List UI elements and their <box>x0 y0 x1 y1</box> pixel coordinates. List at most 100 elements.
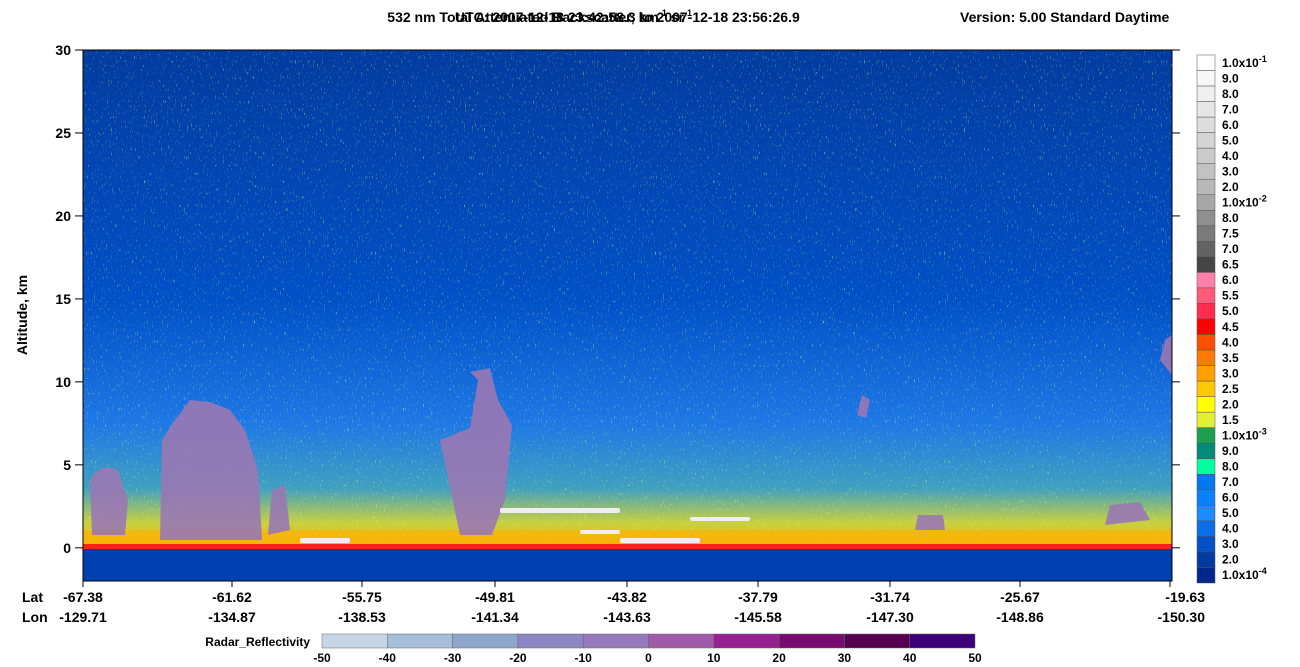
colorbar-label-text: 6.0 <box>1222 273 1239 287</box>
low-clouds <box>300 508 750 543</box>
radar-colorbar-cell <box>582 633 649 649</box>
colorbar-label: 5.0 <box>1222 133 1239 147</box>
lon-tick-label: -138.53 <box>338 609 386 625</box>
y-tick-label: 20 <box>55 208 71 224</box>
colorbar-cell <box>1196 287 1216 304</box>
plot-area <box>82 49 1173 582</box>
colorbar-label-text: 4.0 <box>1222 149 1239 163</box>
colorbar-cell <box>1196 442 1216 460</box>
colorbar-label: 3.0 <box>1222 366 1239 380</box>
colorbar-label: 8.0 <box>1222 460 1239 474</box>
radar-tick-label: -40 <box>379 651 397 665</box>
colorbar-label-exp: -1 <box>1259 54 1267 64</box>
radar-colorbar-cell <box>909 633 976 649</box>
colorbar-cell <box>1196 116 1216 133</box>
lat-tick-label: -25.67 <box>1000 589 1040 605</box>
colorbar-cell <box>1196 551 1216 568</box>
colorbar-label-text: 6.0 <box>1222 491 1239 505</box>
lon-tick-label: -145.58 <box>734 609 782 625</box>
colorbar-label: 1.0x10-3 <box>1222 426 1267 442</box>
colorbar-label-exp: -3 <box>1259 426 1267 436</box>
y-axis-label: Altitude, km <box>14 275 30 355</box>
colorbar-label-text: 1.0x10 <box>1222 428 1259 442</box>
lon-tick-label: -150.30 <box>1158 609 1206 625</box>
colorbar-cell <box>1196 210 1216 227</box>
colorbar-cell <box>1196 567 1216 584</box>
y-tick-label: 0 <box>63 540 71 556</box>
radar-clouds <box>90 335 1172 540</box>
colorbar-cell <box>1196 241 1216 258</box>
colorbar-label-text: 3.5 <box>1222 351 1239 365</box>
colorbar-label: 7.0 <box>1222 475 1239 489</box>
colorbar-label: 2.0 <box>1222 180 1239 194</box>
lon-label: Lon <box>22 609 48 625</box>
lat-tick-label: -37.79 <box>738 589 778 605</box>
colorbar-label-text: 5.0 <box>1222 506 1239 520</box>
colorbar-label: 1.0x10-4 <box>1222 566 1267 582</box>
lat-tick-label: -55.75 <box>342 589 382 605</box>
colorbar-cell <box>1196 70 1216 87</box>
colorbar-label-text: 5.0 <box>1222 133 1239 147</box>
radar-tick-label: -10 <box>575 651 593 665</box>
colorbar-label-text: 7.0 <box>1222 242 1239 256</box>
colorbar-cell <box>1196 256 1216 273</box>
colorbar-cell <box>1196 147 1216 164</box>
colorbar-label: 3.5 <box>1222 351 1239 365</box>
lon-tick-label: -129.71 <box>59 609 107 625</box>
chart-title: 532 nm Total Attenuated Backscatter, km-… <box>387 8 692 25</box>
radar-tick-label: -30 <box>444 651 462 665</box>
colorbar-cell <box>1196 303 1216 320</box>
colorbar-label: 2.5 <box>1222 382 1239 396</box>
colorbar-label-text: 1.0x10 <box>1222 196 1259 210</box>
subsurface <box>83 549 1172 581</box>
radar-colorbar-cell <box>321 633 388 649</box>
colorbar-cell <box>1196 334 1216 351</box>
radar-colorbar-cell <box>713 633 780 649</box>
lat-tick-label: -67.38 <box>63 589 103 605</box>
lat-tick-label: -19.63 <box>1165 589 1205 605</box>
lon-tick-label: -143.63 <box>603 609 651 625</box>
lon-tick-label: -134.87 <box>208 609 256 625</box>
y-tick-label: 5 <box>63 457 71 473</box>
surface-return <box>83 544 1172 549</box>
colorbar-cell <box>1196 536 1216 553</box>
colorbar-label-text: 8.0 <box>1222 87 1239 101</box>
colorbar-cell <box>1196 225 1216 242</box>
colorbar-cell <box>1196 411 1216 428</box>
colorbar-label-text: 2.0 <box>1222 180 1239 194</box>
lon-tick-label: -141.34 <box>471 609 519 625</box>
title-sup: -1 <box>659 8 667 18</box>
colorbar-label: 4.0 <box>1222 149 1239 163</box>
colorbar-label-text: 4.0 <box>1222 522 1239 536</box>
colorbar-label: 7.5 <box>1222 227 1239 241</box>
colorbar-label: 5.0 <box>1222 304 1239 318</box>
title-part: 532 nm Total Attenuated Backscatter, km <box>387 9 659 25</box>
colorbar-label: 4.0 <box>1222 522 1239 536</box>
colorbar-cell <box>1196 365 1216 382</box>
colorbar-label: 6.0 <box>1222 273 1239 287</box>
radar-tick-label: -20 <box>509 651 527 665</box>
colorbar-label-text: 2.5 <box>1222 382 1239 396</box>
colorbar-label-text: 1.5 <box>1222 413 1239 427</box>
colorbar-label: 5.0 <box>1222 506 1239 520</box>
radar-tick-label: 30 <box>838 651 852 665</box>
radar-tick-label: 40 <box>903 651 917 665</box>
colorbar-cell <box>1196 132 1216 149</box>
colorbar-label: 4.0 <box>1222 335 1239 349</box>
colorbar-label-text: 6.0 <box>1222 118 1239 132</box>
lat-tick-label: -43.82 <box>607 589 647 605</box>
colorbar-label-text: 3.0 <box>1222 366 1239 380</box>
colorbar-label-text: 9.0 <box>1222 444 1239 458</box>
colorbar-cell <box>1196 458 1216 475</box>
colorbar-label-text: 7.0 <box>1222 102 1239 116</box>
lon-tick-label: -147.30 <box>866 609 914 625</box>
colorbar-label: 9.0 <box>1222 444 1239 458</box>
colorbar-cell <box>1196 101 1216 118</box>
radar-colorbar-cell <box>648 633 715 649</box>
colorbar-cell <box>1196 85 1216 102</box>
radar-tick-label: 50 <box>968 651 982 665</box>
colorbar-cell <box>1196 396 1216 413</box>
colorbar-label: 7.0 <box>1222 102 1239 116</box>
colorbar-label: 3.0 <box>1222 537 1239 551</box>
colorbar-label: 2.0 <box>1222 397 1239 411</box>
